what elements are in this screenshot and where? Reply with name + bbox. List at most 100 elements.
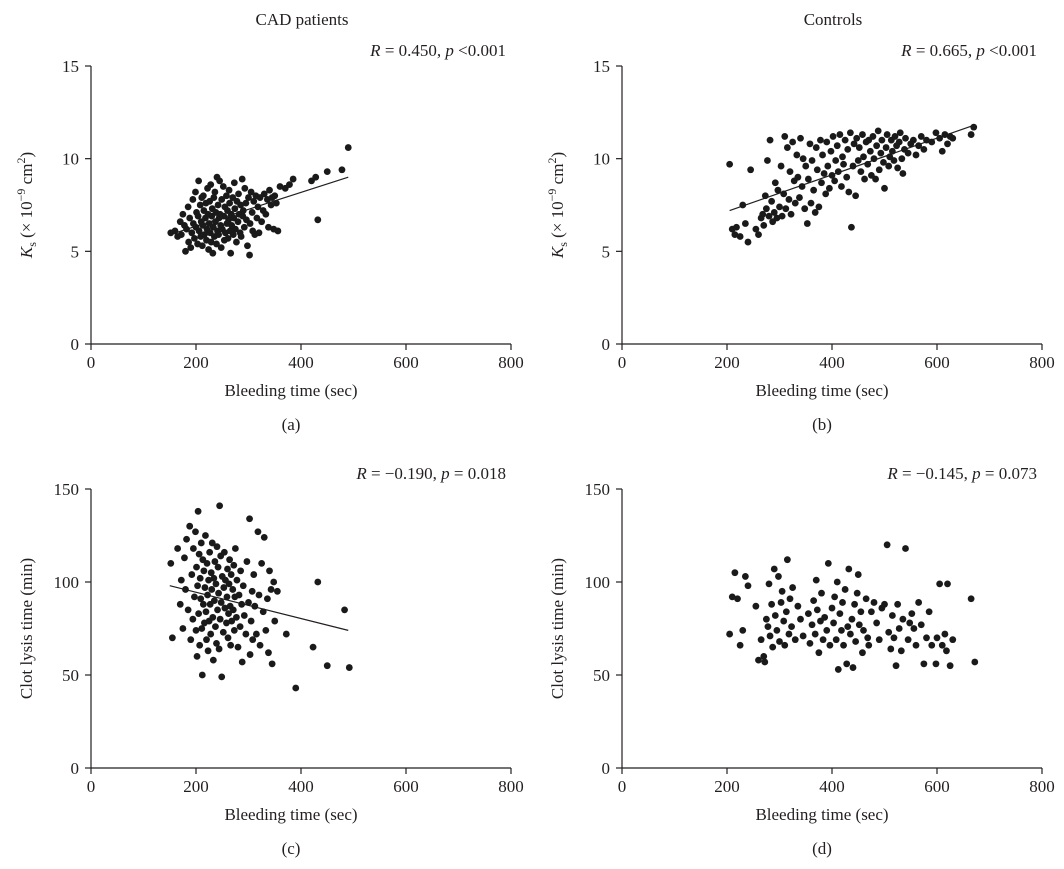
y-tick-label: 15 bbox=[593, 57, 610, 76]
data-point bbox=[220, 212, 228, 220]
data-point bbox=[235, 591, 243, 599]
data-point bbox=[177, 576, 185, 584]
data-point bbox=[857, 168, 865, 176]
data-point bbox=[902, 134, 909, 142]
data-point bbox=[282, 630, 290, 638]
y-axis-label: Clot lysis time (min) bbox=[17, 558, 36, 699]
data-point bbox=[214, 201, 222, 209]
data-point bbox=[885, 628, 893, 636]
data-point bbox=[902, 545, 909, 552]
data-point bbox=[780, 190, 788, 198]
data-point bbox=[887, 645, 895, 653]
data-point bbox=[209, 656, 217, 664]
data-point bbox=[202, 532, 209, 539]
data-point bbox=[894, 600, 902, 608]
data-point bbox=[197, 595, 205, 603]
data-point bbox=[766, 136, 774, 144]
data-point bbox=[765, 580, 773, 588]
data-point bbox=[838, 183, 845, 190]
y-tick-label: 50 bbox=[593, 666, 610, 685]
data-point bbox=[894, 164, 902, 172]
data-point bbox=[260, 190, 268, 198]
data-point bbox=[235, 190, 242, 198]
data-point bbox=[859, 131, 866, 138]
data-point bbox=[760, 653, 768, 660]
data-point bbox=[933, 634, 941, 642]
data-point bbox=[781, 641, 789, 649]
data-point bbox=[199, 600, 207, 608]
data-point bbox=[892, 662, 900, 670]
data-point bbox=[182, 586, 189, 593]
data-point bbox=[233, 576, 241, 584]
data-point bbox=[832, 157, 840, 164]
x-tick-label: 200 bbox=[183, 353, 209, 372]
data-point bbox=[773, 214, 781, 222]
data-point bbox=[271, 617, 279, 625]
data-point bbox=[853, 589, 861, 597]
data-point bbox=[208, 586, 216, 593]
data-point bbox=[899, 170, 907, 177]
data-point bbox=[861, 175, 868, 183]
data-point bbox=[246, 251, 253, 259]
data-point bbox=[848, 223, 855, 231]
data-point bbox=[843, 173, 851, 181]
data-point bbox=[780, 617, 788, 625]
data-point bbox=[246, 220, 254, 227]
data-point bbox=[849, 664, 857, 671]
data-point bbox=[167, 560, 175, 567]
data-point bbox=[773, 626, 781, 634]
data-point bbox=[782, 608, 790, 616]
data-point bbox=[217, 599, 225, 606]
data-point bbox=[215, 645, 223, 653]
data-point bbox=[798, 183, 806, 190]
data-point bbox=[783, 144, 791, 151]
data-point bbox=[270, 578, 278, 586]
data-point bbox=[890, 634, 898, 642]
data-point bbox=[187, 244, 195, 252]
data-point bbox=[260, 533, 268, 541]
data-point bbox=[840, 160, 847, 168]
data-point bbox=[265, 649, 272, 657]
data-point bbox=[246, 515, 253, 523]
data-point bbox=[803, 220, 811, 227]
data-point bbox=[810, 186, 818, 194]
data-point bbox=[211, 188, 219, 196]
data-point bbox=[231, 545, 239, 552]
data-point bbox=[206, 548, 214, 556]
data-point bbox=[239, 582, 247, 590]
y-tick-label: 0 bbox=[602, 335, 611, 354]
data-point bbox=[192, 188, 199, 196]
data-point bbox=[857, 608, 865, 616]
data-point bbox=[873, 619, 881, 627]
x-tick-label: 0 bbox=[87, 353, 96, 372]
data-point bbox=[768, 197, 776, 205]
y-tick-label: 10 bbox=[62, 150, 79, 169]
data-point bbox=[782, 205, 790, 213]
data-point bbox=[736, 641, 744, 649]
data-point bbox=[789, 138, 797, 146]
data-point bbox=[267, 586, 275, 593]
data-point bbox=[214, 606, 221, 614]
data-point bbox=[766, 632, 774, 640]
y-tick-label: 0 bbox=[602, 759, 611, 778]
data-point bbox=[910, 625, 918, 632]
data-point bbox=[841, 586, 849, 593]
data-point bbox=[258, 218, 266, 226]
data-point bbox=[237, 201, 245, 209]
data-point bbox=[823, 138, 831, 146]
data-point bbox=[860, 626, 867, 634]
data-point bbox=[213, 240, 220, 248]
data-point bbox=[808, 157, 816, 164]
data-point bbox=[840, 641, 847, 649]
data-point bbox=[204, 647, 212, 655]
data-point bbox=[834, 666, 842, 673]
data-point bbox=[744, 238, 752, 246]
x-tick-label: 600 bbox=[924, 777, 950, 796]
data-point bbox=[272, 199, 280, 207]
panel-c: 0 200 400 600 800 0 50 100 150 Bleeding time (sec… bbox=[17, 464, 524, 858]
data-point bbox=[776, 638, 783, 645]
data-point bbox=[220, 584, 228, 591]
data-point bbox=[812, 144, 820, 151]
data-point bbox=[818, 589, 825, 597]
